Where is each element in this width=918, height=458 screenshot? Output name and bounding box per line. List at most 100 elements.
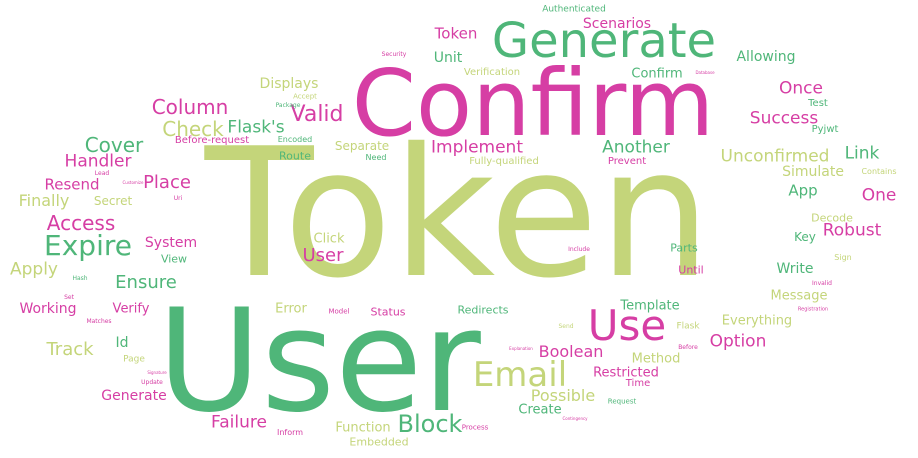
word-check: Check [162, 117, 224, 141]
word-uri: Uri [173, 195, 183, 202]
word-route: Route [279, 149, 311, 163]
word-restricted: Restricted [593, 365, 659, 381]
word-security: Security [381, 51, 407, 58]
word-success: Success [749, 108, 819, 129]
word-robust: Robust [822, 220, 882, 241]
word-apply: Apply [10, 259, 58, 280]
word-allowing: Allowing [736, 49, 796, 65]
word-generate-large: Generate [491, 13, 717, 69]
word-inform: Inform [276, 428, 304, 437]
word-displays: Displays [259, 76, 319, 92]
word-app: App [788, 181, 818, 200]
word-include: Include [568, 246, 590, 253]
word-block: Block [397, 410, 463, 438]
word-link: Link [844, 143, 880, 164]
word-update: Update [141, 379, 163, 386]
word-use: Use [587, 301, 667, 350]
word-one: One [861, 185, 897, 206]
word-secret: Secret [93, 194, 133, 208]
word-decode: Decode [811, 211, 853, 225]
word-once: Once [779, 78, 823, 99]
word-database: Database [695, 70, 715, 75]
word-page: Page [123, 354, 145, 365]
word-confirm-small: Confirm [631, 66, 683, 82]
word-cover: Cover [84, 133, 144, 157]
word-verify: Verify [112, 301, 150, 317]
word-generate-small: Generate [101, 388, 167, 404]
word-track: Track [46, 339, 94, 360]
word-verification: Verification [463, 67, 521, 78]
word-function: Function [335, 420, 391, 436]
word-redirects: Redirects [457, 303, 509, 317]
word-set: Set [64, 294, 74, 301]
word-signature: Signature [147, 370, 167, 375]
word-prevent: Prevent [607, 156, 647, 167]
word-lead: Lead [94, 170, 110, 177]
word-access: Access [46, 211, 116, 235]
word-column: Column [151, 95, 229, 119]
word-unit: Unit [433, 50, 463, 66]
word-another: Another [602, 137, 670, 158]
word-encoded: Encoded [277, 135, 313, 144]
word-need: Need [365, 153, 387, 162]
word-valid: Valid [290, 102, 344, 127]
word-boolean: Boolean [538, 342, 604, 361]
word-user-small: User [302, 245, 344, 266]
word-template: Template [620, 298, 680, 314]
word-working: Working [19, 301, 77, 317]
word-matches: Matches [86, 318, 112, 325]
word-time: Time [625, 378, 651, 389]
word-request: Request [607, 397, 637, 406]
word-fully-qualified: Fully-qualified [469, 156, 539, 167]
word-resend: Resend [44, 175, 100, 194]
word-message: Message [770, 288, 828, 304]
word-package: Package [275, 102, 301, 109]
word-ensure: Ensure [115, 272, 177, 293]
word-flask: Flask [676, 321, 700, 332]
word-status: Status [370, 305, 406, 319]
word-handler: Handler [64, 151, 132, 172]
word-until: Until [678, 263, 704, 277]
word-before-request: Before-request [174, 135, 250, 146]
word-place: Place [143, 172, 191, 193]
word-explanation: Explanation [509, 346, 533, 351]
word-view: View [160, 252, 188, 266]
word-confirm-large: Confirm [351, 50, 715, 157]
word-flasks: Flask's [227, 117, 285, 138]
word-key: Key [794, 230, 816, 244]
word-click: Click [313, 231, 345, 247]
word-system: System [144, 235, 198, 251]
word-accept: Accept [293, 92, 317, 101]
word-hash: Hash [72, 275, 88, 282]
word-expire: Expire [44, 229, 132, 262]
word-method: Method [631, 351, 681, 367]
word-user-large: User [157, 279, 481, 444]
word-model: Model [328, 307, 350, 316]
word-token-small: Token [434, 24, 478, 43]
word-parts: Parts [670, 241, 698, 255]
word-failure: Failure [211, 412, 267, 433]
word-embedded: Embedded [349, 435, 409, 449]
word-process: Process [461, 423, 489, 432]
word-pyjwt: Pyjwt [811, 124, 839, 135]
word-unconfirmed: Unconfirmed [720, 146, 830, 167]
word-authenticated: Authenticated [542, 4, 606, 15]
word-registration: Registration [797, 306, 829, 313]
word-contingency: Contingency [562, 416, 588, 421]
word-finally: Finally [18, 191, 70, 210]
word-simulate: Simulate [782, 164, 844, 180]
word-token-large: Token [204, 110, 712, 317]
word-test: Test [808, 98, 828, 109]
word-contains: Contains [861, 167, 897, 176]
word-send: Send [558, 323, 574, 330]
word-customize: Customize [122, 180, 144, 185]
word-email: Email [472, 355, 568, 395]
word-invalid: Invalid [812, 280, 832, 287]
word-everything: Everything [721, 313, 793, 329]
word-separate: Separate [334, 139, 390, 153]
word-scenarios: Scenarios [582, 16, 652, 32]
word-write: Write [776, 261, 814, 277]
word-sign: Sign [834, 253, 852, 262]
word-option: Option [709, 331, 767, 352]
